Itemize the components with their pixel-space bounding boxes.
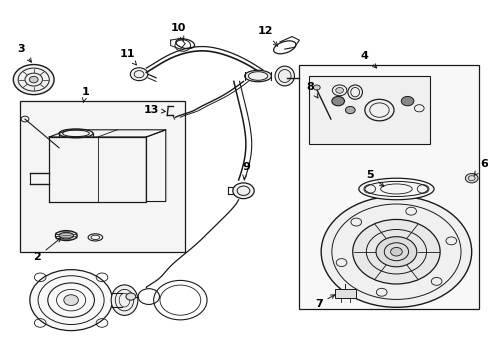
Text: 7: 7 bbox=[314, 295, 334, 309]
Bar bbox=[20, 101, 185, 252]
Circle shape bbox=[390, 247, 402, 256]
Circle shape bbox=[64, 295, 78, 306]
Text: 12: 12 bbox=[257, 26, 277, 46]
Text: 4: 4 bbox=[360, 51, 376, 68]
Text: 6: 6 bbox=[473, 159, 487, 175]
Ellipse shape bbox=[244, 70, 271, 82]
Circle shape bbox=[13, 64, 54, 95]
Circle shape bbox=[345, 107, 354, 114]
Bar bbox=[334, 289, 355, 298]
Text: 5: 5 bbox=[365, 170, 383, 186]
Ellipse shape bbox=[358, 178, 433, 200]
Circle shape bbox=[126, 293, 135, 300]
Circle shape bbox=[232, 183, 254, 199]
Circle shape bbox=[401, 96, 413, 106]
Text: 11: 11 bbox=[119, 49, 136, 65]
Bar bbox=[299, 65, 478, 309]
Text: 13: 13 bbox=[143, 105, 165, 115]
Text: 1: 1 bbox=[81, 87, 89, 103]
Circle shape bbox=[30, 270, 112, 330]
Circle shape bbox=[313, 85, 320, 90]
Ellipse shape bbox=[111, 285, 138, 315]
Text: 9: 9 bbox=[242, 162, 249, 179]
Circle shape bbox=[375, 237, 416, 267]
Circle shape bbox=[130, 68, 147, 81]
Circle shape bbox=[352, 220, 439, 284]
Text: 2: 2 bbox=[33, 238, 61, 262]
Ellipse shape bbox=[274, 66, 294, 86]
Circle shape bbox=[335, 87, 343, 93]
Bar bbox=[308, 76, 429, 144]
Circle shape bbox=[321, 196, 471, 307]
Text: 3: 3 bbox=[18, 44, 31, 62]
Text: 10: 10 bbox=[170, 23, 185, 40]
Circle shape bbox=[465, 174, 477, 183]
Text: 8: 8 bbox=[305, 82, 317, 98]
Circle shape bbox=[331, 96, 344, 106]
Circle shape bbox=[29, 76, 38, 83]
